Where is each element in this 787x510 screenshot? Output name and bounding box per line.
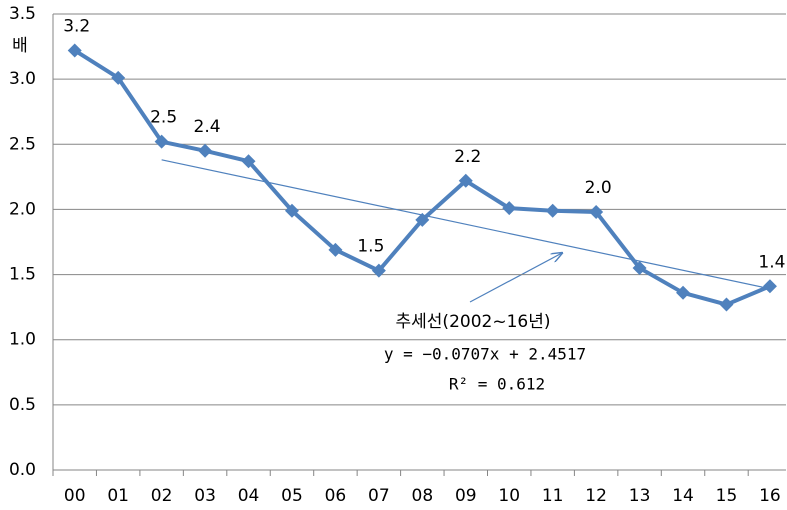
data-label: 1.5 [357, 237, 384, 257]
x-tick-label: 16 [759, 486, 781, 506]
y-tick-label: 3.5 [9, 4, 36, 24]
data-label: 3.2 [63, 16, 90, 36]
marker [284, 203, 299, 218]
marker [502, 201, 517, 216]
x-tick-label: 01 [107, 486, 129, 506]
x-tick-label: 11 [542, 486, 564, 506]
data-label: 1.4 [758, 252, 785, 272]
marker [154, 134, 169, 149]
y-tick-label: 2.0 [9, 199, 36, 219]
trend-equation: y = −0.0707x + 2.4517 [384, 345, 586, 364]
x-tick-label: 15 [716, 486, 738, 506]
data-label: 2.5 [150, 108, 177, 128]
x-tick-label: 00 [64, 486, 86, 506]
x-tick-label: 08 [412, 486, 434, 506]
marker [67, 43, 82, 58]
x-tick-label: 13 [629, 486, 651, 506]
marker [198, 143, 213, 158]
x-tick-label: 03 [194, 486, 216, 506]
data-label: 2.4 [194, 117, 221, 137]
marker [371, 263, 386, 278]
data-label: 2.0 [585, 178, 612, 198]
marker [545, 203, 560, 218]
x-tick-label: 14 [672, 486, 694, 506]
x-tick-label: 09 [455, 486, 477, 506]
y-tick-label: 3.0 [9, 69, 36, 89]
x-tick-label: 10 [498, 486, 520, 506]
y-tick-label: 1.0 [9, 330, 36, 350]
y-tick-label: 1.5 [9, 265, 36, 285]
marker [328, 242, 343, 257]
x-tick-label: 07 [368, 486, 390, 506]
x-tick-label: 06 [325, 486, 347, 506]
x-tick-label: 05 [281, 486, 303, 506]
x-tick-label: 02 [151, 486, 173, 506]
marker [762, 279, 777, 294]
marker [241, 154, 256, 169]
y-tick-label: 0.5 [9, 395, 36, 415]
y-tick-label: 2.5 [9, 134, 36, 154]
marker [589, 205, 604, 220]
trend-line [161, 159, 771, 290]
marker [111, 70, 126, 85]
data-label: 2.2 [454, 147, 481, 167]
y-unit: 배 [12, 36, 28, 56]
trend-r2: R² = 0.612 [449, 375, 545, 394]
marker [676, 285, 691, 300]
x-tick-label: 04 [238, 486, 260, 506]
annotation-arrow [469, 253, 562, 303]
marker [719, 297, 734, 312]
marker [632, 261, 647, 276]
marker [415, 212, 430, 227]
y-tick-label: 0.0 [9, 460, 36, 480]
marker [458, 173, 473, 188]
trend-label: 추세선(2002~16년) [396, 312, 551, 332]
x-tick-label: 12 [585, 486, 607, 506]
